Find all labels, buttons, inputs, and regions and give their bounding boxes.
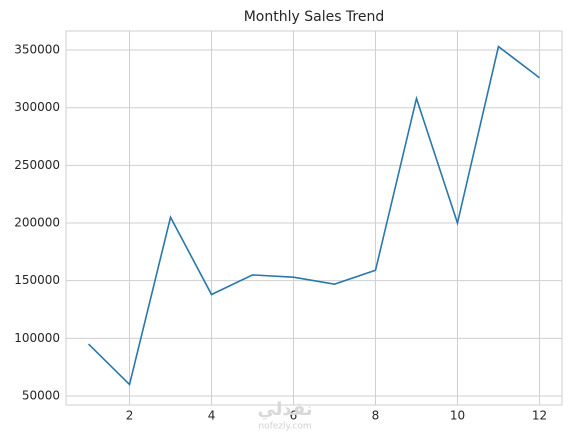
plot-frame — [65, 30, 563, 406]
x-tick-label: 8 — [372, 409, 380, 423]
y-tick-label: 50000 — [22, 389, 60, 403]
x-tick-label: 6 — [290, 409, 298, 423]
line — [87, 45, 540, 387]
x-tick-label: 2 — [126, 409, 134, 423]
y-tick-label: 100000 — [14, 331, 60, 345]
x-tick-label: 4 — [208, 409, 216, 423]
y-tick-label: 300000 — [14, 100, 60, 114]
x-tick-label: 10 — [450, 409, 465, 423]
y-tick-label: 150000 — [14, 273, 60, 287]
y-tick-label: 350000 — [14, 43, 60, 57]
chart-title: Monthly Sales Trend — [244, 9, 385, 25]
y-tick-label: 200000 — [14, 216, 60, 230]
watermark: نفذلي — [257, 399, 312, 420]
watermark: nofezly.com — [258, 422, 311, 432]
x-tick-label: 12 — [532, 409, 547, 423]
y-tick-label: 250000 — [14, 158, 60, 172]
